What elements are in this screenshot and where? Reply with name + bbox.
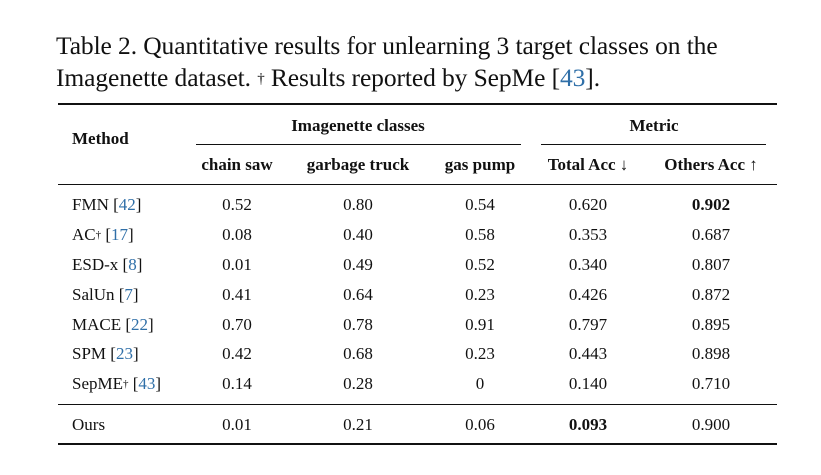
value-cell: 0.443 — [568, 344, 608, 363]
value-cell: 0.41 — [222, 285, 252, 304]
value-cell: 0.620 — [568, 195, 608, 214]
citation-link[interactable]: 17 — [111, 225, 129, 244]
value-cell: 0.895 — [691, 315, 731, 334]
column-header: Others Acc ↑ — [664, 155, 758, 174]
value-cell: 0.093 — [568, 415, 608, 434]
value-cell: 0.58 — [465, 225, 495, 244]
classes-header-rule — [196, 144, 521, 145]
method-name-cell: SPM [23] — [72, 344, 139, 363]
header-bottom-rule — [58, 184, 777, 185]
value-cell: 0.21 — [343, 415, 373, 434]
value-cell: 0.872 — [691, 285, 731, 304]
value-cell: 0.01 — [222, 415, 252, 434]
value-cell: 0.49 — [343, 255, 373, 274]
value-cell: 0.23 — [465, 344, 495, 363]
value-cell: 0.710 — [691, 374, 731, 393]
value-cell: 0.426 — [568, 285, 608, 304]
top-rule — [58, 103, 777, 105]
column-header: garbage truck — [306, 155, 410, 174]
value-cell: 0.08 — [222, 225, 252, 244]
method-name: SepME — [72, 374, 123, 393]
value-cell: 0.140 — [568, 374, 608, 393]
value-cell: 0.54 — [465, 195, 495, 214]
value-cell: 0.353 — [568, 225, 608, 244]
value-cell: 0.900 — [691, 415, 731, 434]
bottom-rule — [58, 443, 777, 445]
column-header: Total Acc ↓ — [547, 155, 629, 174]
value-cell: 0.23 — [465, 285, 495, 304]
citation-link[interactable]: 7 — [124, 285, 133, 304]
value-cell: 0.06 — [465, 415, 495, 434]
value-cell: 0.807 — [691, 255, 731, 274]
caption-text-close: ]. — [585, 63, 600, 92]
value-cell: 0.78 — [343, 315, 373, 334]
value-cell: 0.80 — [343, 195, 373, 214]
dagger-mark: † — [123, 378, 129, 390]
value-cell: 0.687 — [691, 225, 731, 244]
value-cell: 0.340 — [568, 255, 608, 274]
value-cell: 0.64 — [343, 285, 373, 304]
citation-link[interactable]: 23 — [115, 344, 133, 363]
ours-separator-rule — [58, 404, 777, 405]
method-name: AC — [72, 225, 96, 244]
citation-link[interactable]: 8 — [128, 255, 137, 274]
method-name: SalUn — [72, 285, 115, 304]
value-cell: 0.14 — [222, 374, 252, 393]
method-name: ESD-x — [72, 255, 119, 274]
value-cell: 0 — [475, 374, 485, 393]
value-cell: 0.28 — [343, 374, 373, 393]
citation-link[interactable]: 42 — [118, 195, 136, 214]
value-cell: 0.797 — [568, 315, 608, 334]
column-header: gas pump — [444, 155, 516, 174]
table-caption: Table 2. Quantitative results for unlear… — [56, 30, 776, 98]
value-cell: 0.42 — [222, 344, 252, 363]
method-name-cell: Ours — [72, 415, 106, 434]
citation-link[interactable]: 22 — [131, 315, 149, 334]
method-name-cell: SalUn [7] — [72, 285, 139, 304]
caption-text-main: Table 2. Quantitative results for unlear… — [56, 31, 718, 92]
method-name-cell: MACE [22] — [72, 315, 154, 334]
method-name-cell: SepME† [43] — [72, 374, 162, 393]
metric-group-header: Metric — [629, 116, 679, 135]
column-header: chain saw — [201, 155, 273, 174]
value-cell: 0.52 — [465, 255, 495, 274]
value-cell: 0.70 — [222, 315, 252, 334]
value-cell: 0.898 — [691, 344, 731, 363]
method-name-cell: FMN [42] — [72, 195, 142, 214]
value-cell: 0.01 — [222, 255, 252, 274]
method-name: SPM — [72, 344, 107, 363]
value-cell: 0.91 — [465, 315, 495, 334]
dagger-mark: † — [95, 229, 102, 241]
value-cell: 0.902 — [691, 195, 731, 214]
citation-link[interactable]: 43 — [138, 374, 156, 393]
caption-text-note: Results reported by SepMe [ — [270, 63, 560, 92]
caption-dagger: † — [257, 71, 265, 87]
caption-citation-link[interactable]: 43 — [559, 63, 586, 92]
value-cell: 0.40 — [343, 225, 373, 244]
metric-header-rule — [541, 144, 766, 145]
method-name-cell: ESD-x [8] — [72, 255, 143, 274]
value-cell: 0.68 — [343, 344, 373, 363]
method-name: FMN — [72, 195, 109, 214]
method-name: MACE — [72, 315, 122, 334]
method-name-cell: AC† [17] — [72, 225, 134, 244]
method-header: Method — [72, 129, 129, 148]
classes-group-header: Imagenette classes — [291, 116, 425, 135]
value-cell: 0.52 — [222, 195, 252, 214]
